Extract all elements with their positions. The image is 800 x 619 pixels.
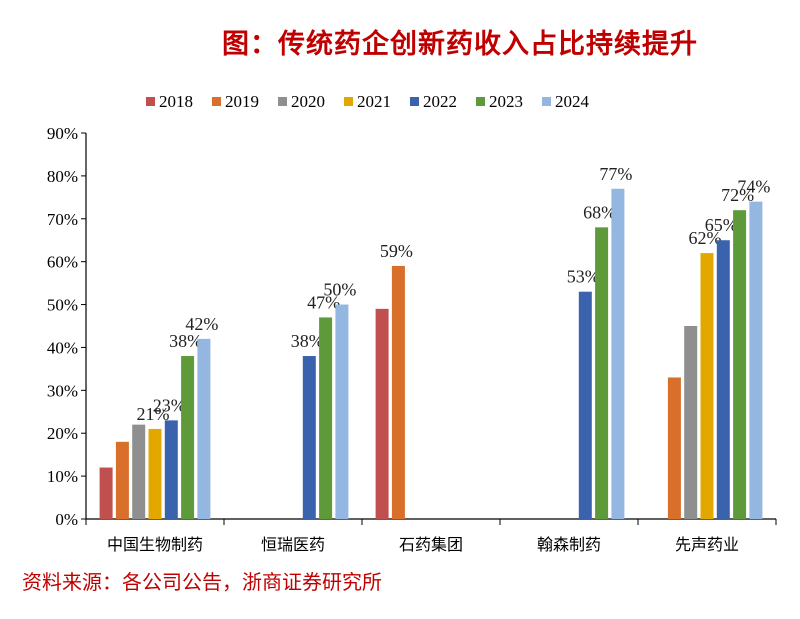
x-tick-label: 恒瑞医药 bbox=[261, 535, 325, 554]
chart-title: 图：传统药企创新药收入占比持续提升 bbox=[222, 29, 698, 60]
data-label: 77% bbox=[599, 164, 632, 184]
bar-2019 bbox=[115, 441, 129, 519]
bar-2024 bbox=[611, 188, 625, 519]
legend-label: 2019 bbox=[225, 92, 259, 111]
bar-2022 bbox=[164, 420, 178, 519]
bar-2021 bbox=[148, 428, 162, 519]
legend-swatch bbox=[344, 97, 353, 106]
bar-2021 bbox=[700, 253, 714, 520]
x-tick-label: 翰森制药 bbox=[537, 535, 601, 554]
source-note: 资料来源：各公司公告，浙商证券研究所 bbox=[22, 570, 382, 594]
x-tick-label: 石药集团 bbox=[399, 535, 463, 554]
data-label: 68% bbox=[583, 202, 616, 222]
legend-swatch bbox=[212, 97, 221, 106]
data-label: 42% bbox=[185, 314, 218, 334]
legend-label: 2022 bbox=[423, 92, 457, 111]
y-tick-label: 20% bbox=[47, 424, 78, 443]
x-tick-label: 中国生物制药 bbox=[107, 535, 203, 554]
y-tick-label: 10% bbox=[47, 467, 78, 486]
y-tick-label: 40% bbox=[47, 338, 78, 357]
bar-2023 bbox=[319, 317, 333, 519]
data-label: 38% bbox=[291, 331, 324, 351]
data-label: 23% bbox=[153, 395, 186, 415]
bar-2022 bbox=[716, 240, 730, 519]
bar-2018 bbox=[99, 467, 113, 519]
data-label: 53% bbox=[567, 267, 600, 287]
data-label: 72% bbox=[721, 185, 754, 205]
bar-2022 bbox=[578, 291, 592, 519]
data-label: 21% bbox=[137, 404, 170, 424]
data-label: 65% bbox=[705, 215, 738, 235]
bar-2018 bbox=[375, 308, 389, 519]
bar-2023 bbox=[733, 210, 747, 519]
legend-swatch bbox=[146, 97, 155, 106]
legend-swatch bbox=[476, 97, 485, 106]
bar-2022 bbox=[302, 356, 316, 519]
bar-2024 bbox=[335, 304, 349, 519]
bar-2020 bbox=[132, 424, 146, 519]
data-label: 62% bbox=[689, 228, 722, 248]
bar-2023 bbox=[181, 356, 195, 519]
x-tick-label: 先声药业 bbox=[675, 535, 739, 554]
y-tick-label: 80% bbox=[47, 167, 78, 186]
legend-label: 2021 bbox=[357, 92, 391, 111]
legend-swatch bbox=[410, 97, 419, 106]
bar-2024 bbox=[197, 338, 211, 519]
y-tick-label: 70% bbox=[47, 210, 78, 229]
legend-label: 2020 bbox=[291, 92, 325, 111]
data-label: 50% bbox=[323, 280, 356, 300]
legend-swatch bbox=[278, 97, 287, 106]
data-label: 74% bbox=[737, 177, 770, 197]
bar-2023 bbox=[595, 227, 609, 519]
bar-2024 bbox=[749, 201, 763, 519]
y-tick-label: 60% bbox=[47, 253, 78, 272]
legend-label: 2024 bbox=[555, 92, 590, 111]
legend-swatch bbox=[542, 97, 551, 106]
data-label: 38% bbox=[169, 331, 202, 351]
data-label: 47% bbox=[307, 292, 340, 312]
y-tick-label: 0% bbox=[55, 510, 78, 529]
legend-label: 2018 bbox=[159, 92, 193, 111]
y-tick-label: 90% bbox=[47, 124, 78, 143]
y-tick-label: 30% bbox=[47, 381, 78, 400]
y-tick-label: 50% bbox=[47, 296, 78, 315]
bar-2020 bbox=[684, 326, 698, 519]
legend-label: 2023 bbox=[489, 92, 523, 111]
bar-2019 bbox=[391, 265, 405, 519]
bar-2019 bbox=[667, 377, 681, 519]
data-label: 59% bbox=[380, 241, 413, 261]
